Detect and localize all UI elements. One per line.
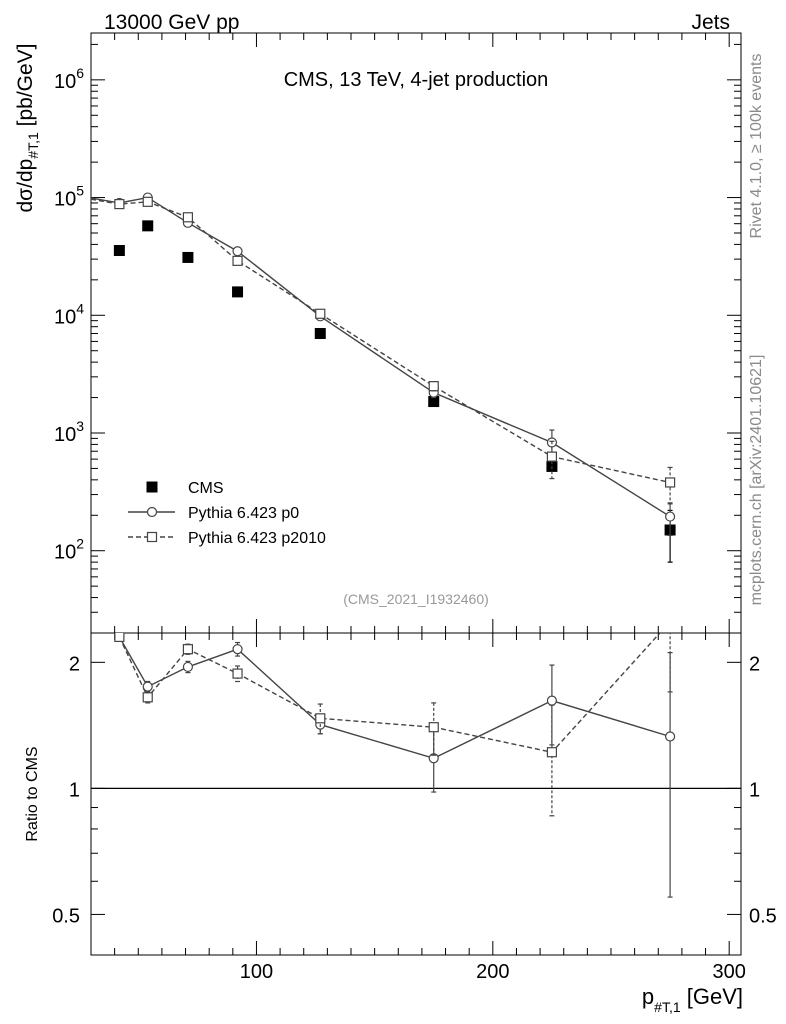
y-tick-label-exp: 5	[76, 183, 84, 199]
legend-marker-pythia-6-423-p2010	[146, 531, 158, 543]
ratio-y-tick-label-left: 1	[69, 779, 80, 801]
y-axis-label-unit: [pb/GeV]	[14, 43, 37, 132]
y-tick-label-base: 10	[54, 424, 76, 446]
ratio-point-pythia-6-423-p0	[664, 731, 676, 742]
y-tick-label: 102	[54, 536, 84, 564]
series-line-pythia-6-423-p2010	[91, 198, 671, 484]
y-axis-label-main: dσ/dp	[14, 159, 37, 213]
ratio-point-pythia-6-423-p2010	[666, 617, 675, 626]
ratio-point-pythia-6-423-p2010	[546, 747, 558, 758]
ratio-point-pythia-6-423-p0	[546, 695, 558, 706]
point-pythia-6-423-p2010	[114, 198, 125, 210]
y-tick-label-base: 10	[54, 71, 76, 93]
point-pythia-6-423-p2010	[546, 451, 558, 462]
ratio-y-tick-label-right: 0.5	[749, 905, 777, 927]
ratio-y-tick-label-right: 1	[749, 779, 760, 801]
y-tick-label-base: 10	[54, 542, 76, 564]
point-pythia-6-423-p2010	[142, 196, 153, 207]
legend-label-pythia-6-423-p0: Pythia 6.423 p0	[188, 505, 299, 522]
series-line-pythia-6-423-p0	[91, 196, 671, 518]
y-tick-label-exp: 4	[76, 300, 84, 316]
ratio-point-pythia-6-423-p2010	[232, 668, 243, 679]
point-cms	[182, 251, 194, 263]
ratio-y-tick-label-left: 0.5	[52, 905, 80, 927]
main-panel-marks	[91, 192, 676, 563]
ratio-panel-marks	[91, 617, 741, 898]
ratio-point-pythia-6-423-p2010	[315, 713, 326, 724]
ratio-point-pythia-6-423-p2010	[114, 633, 125, 643]
ratio-point-pythia-6-423-p2010	[428, 722, 439, 733]
y-tick-label: 103	[54, 418, 84, 446]
y-tick-label-exp: 3	[76, 418, 84, 434]
ratio-line-pythia-6-423-p0	[118, 636, 671, 760]
point-pythia-6-423-p0	[232, 246, 243, 257]
point-cms	[428, 396, 440, 408]
header-right-label: Jets	[691, 11, 730, 34]
analysis-id-label: (CMS_2021_I1932460)	[343, 591, 489, 607]
ratio-line-pythia-6-423-p2010	[118, 633, 661, 753]
x-tick-label: 200	[476, 961, 509, 983]
y-tick-label: 105	[54, 183, 84, 211]
y-axis-label: dσ/dp#T,1 [pb/GeV]	[14, 43, 41, 212]
point-cms	[314, 328, 326, 340]
y-tick-label-base: 10	[54, 306, 76, 328]
x-axis-label-unit: [GeV]	[681, 984, 743, 1009]
point-pythia-6-423-p2010	[428, 381, 439, 392]
point-pythia-6-423-p2010	[232, 255, 243, 266]
ratio-panel-frame	[90, 632, 742, 956]
ratio-y-tick-label-left: 2	[69, 653, 80, 675]
x-tick-label: 300	[712, 961, 745, 983]
legend-marker-pythia-6-423-p0	[146, 506, 158, 518]
y-tick-label: 106	[54, 65, 84, 93]
x-axis-label: p#T,1 [GeV]	[642, 984, 743, 1015]
point-pythia-6-423-p0	[664, 511, 676, 522]
x-tick-label: 100	[240, 961, 273, 983]
legend-label-cms: CMS	[188, 480, 224, 497]
point-cms	[232, 286, 244, 298]
rivet-side-label: Rivet 4.1.0, ≥ 100k events	[748, 54, 765, 239]
point-cms	[142, 220, 154, 232]
point-cms	[113, 245, 125, 257]
point-pythia-6-423-p2010	[664, 477, 676, 488]
mcplots-side-label: mcplots.cern.ch [arXiv:2401.10621]	[748, 355, 765, 606]
ratio-point-pythia-6-423-p0	[142, 681, 153, 692]
y-tick-label-exp: 2	[76, 536, 84, 552]
x-axis-label-main: p	[642, 984, 654, 1009]
ratio-y-tick-label-right: 2	[749, 653, 760, 675]
legend-marker-cms	[146, 481, 158, 493]
ratio-point-pythia-6-423-p0	[182, 661, 194, 673]
y-tick-label-base: 10	[54, 189, 76, 211]
x-axis-label-sub: #T,1	[654, 999, 681, 1015]
ratio-point-pythia-6-423-p0	[232, 644, 243, 655]
y-tick-label: 104	[54, 300, 84, 328]
chart-title: CMS, 13 TeV, 4-jet production	[284, 69, 549, 91]
point-pythia-6-423-p2010	[182, 212, 194, 223]
ratio-point-pythia-6-423-p2010	[182, 644, 194, 655]
axis-ticks	[91, 33, 741, 956]
y-tick-label-exp: 6	[76, 65, 84, 81]
header-left-label: 13000 GeV pp	[104, 11, 239, 34]
legend-label-pythia-6-423-p2010: Pythia 6.423 p2010	[188, 530, 326, 547]
ratio-y-axis-label: Ratio to CMS	[24, 746, 41, 841]
legend: CMS Pythia 6.423 p0 Pythia 6.423 p2010	[128, 480, 326, 547]
y-axis-label-sub: #T,1	[25, 132, 41, 159]
point-pythia-6-423-p2010	[315, 308, 326, 319]
ratio-point-pythia-6-423-p2010	[142, 692, 153, 703]
